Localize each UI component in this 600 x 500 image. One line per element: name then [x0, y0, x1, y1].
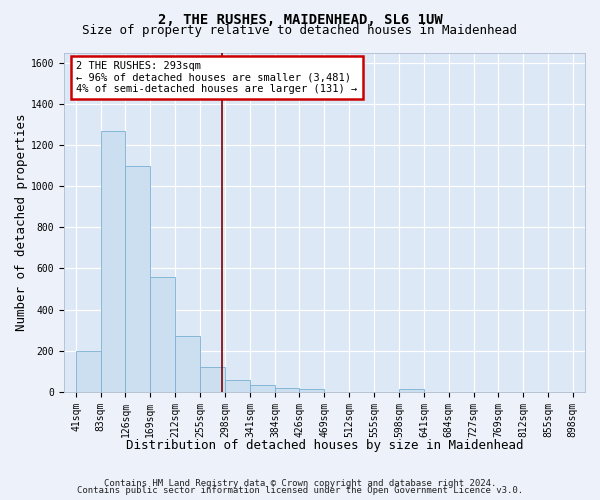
Text: Size of property relative to detached houses in Maidenhead: Size of property relative to detached ho…	[83, 24, 517, 37]
Bar	[151, 276, 175, 392]
Bar	[200, 367, 225, 392]
Text: Contains public sector information licensed under the Open Government Licence v3: Contains public sector information licen…	[77, 486, 523, 495]
Bar	[250, 384, 275, 392]
Bar	[125, 166, 151, 392]
Bar	[275, 388, 299, 392]
Bar	[399, 388, 424, 392]
Bar	[175, 336, 200, 392]
Bar	[101, 130, 125, 392]
Bar	[225, 380, 250, 392]
Bar	[299, 388, 324, 392]
Y-axis label: Number of detached properties: Number of detached properties	[15, 114, 28, 331]
Bar	[76, 350, 101, 392]
Text: 2, THE RUSHES, MAIDENHEAD, SL6 1UW: 2, THE RUSHES, MAIDENHEAD, SL6 1UW	[158, 12, 442, 26]
Text: Contains HM Land Registry data © Crown copyright and database right 2024.: Contains HM Land Registry data © Crown c…	[104, 478, 496, 488]
Text: 2 THE RUSHES: 293sqm
← 96% of detached houses are smaller (3,481)
4% of semi-det: 2 THE RUSHES: 293sqm ← 96% of detached h…	[76, 61, 358, 94]
X-axis label: Distribution of detached houses by size in Maidenhead: Distribution of detached houses by size …	[126, 440, 523, 452]
